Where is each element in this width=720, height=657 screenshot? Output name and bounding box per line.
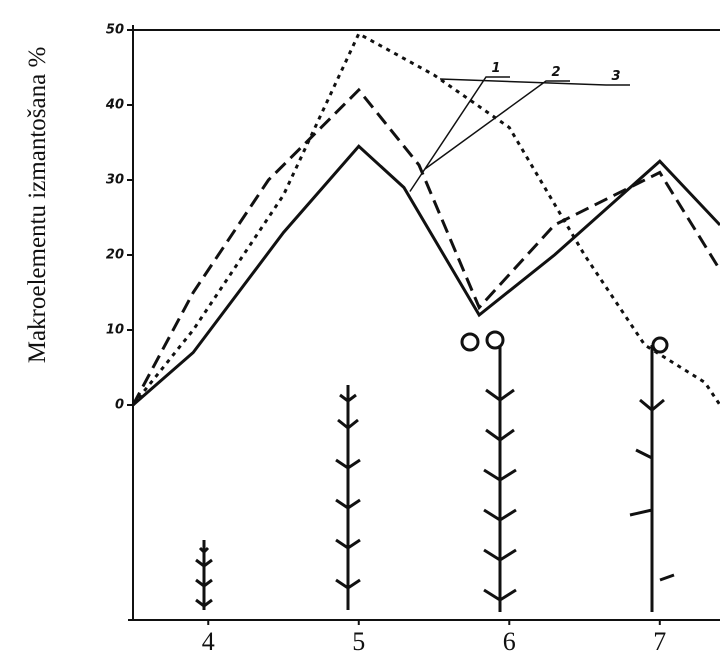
y-tick-label: 10 <box>106 323 124 338</box>
leader-line <box>424 80 570 170</box>
y-tick-label: 40 <box>105 98 124 113</box>
y-tick-label: 30 <box>106 173 124 188</box>
series-line <box>131 87 720 406</box>
y-axis-label: Makroelementu izmantošana % <box>24 47 51 364</box>
x-tick-label: 5 <box>352 627 365 656</box>
leader-line <box>409 76 510 192</box>
y-tick-label: 20 <box>106 248 124 263</box>
x-tick-label: 6 <box>503 627 516 656</box>
y-tick-label: 50 <box>106 23 124 38</box>
x-tick-label: 4 <box>202 627 215 656</box>
plant-drawings <box>195 330 675 612</box>
legend-label: 2 <box>551 65 560 80</box>
legend-label: 3 <box>611 69 620 84</box>
leader-line <box>439 78 630 86</box>
legend-label: 1 <box>491 61 500 76</box>
series-line <box>132 144 720 407</box>
x-tick-label: 7 <box>653 627 666 656</box>
y-tick-label: 0 <box>115 398 124 413</box>
series-line <box>131 31 720 406</box>
